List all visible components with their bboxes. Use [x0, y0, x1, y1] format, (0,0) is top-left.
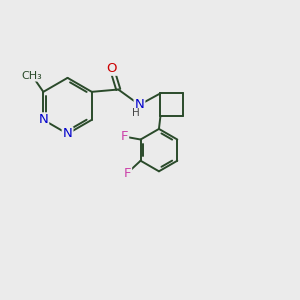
Text: N: N	[63, 127, 72, 140]
Text: O: O	[106, 62, 117, 75]
Text: H: H	[132, 108, 140, 118]
Text: N: N	[135, 98, 144, 111]
Text: N: N	[38, 113, 48, 126]
Text: F: F	[121, 130, 128, 143]
Text: F: F	[124, 167, 131, 180]
Text: CH₃: CH₃	[22, 71, 43, 81]
